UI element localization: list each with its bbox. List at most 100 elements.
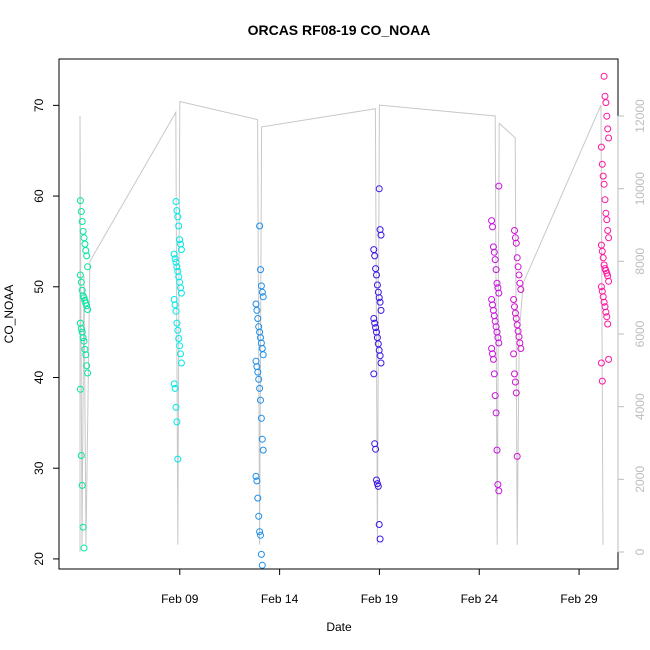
data-point [602, 308, 610, 316]
data-point [495, 289, 503, 297]
data-points [76, 72, 613, 569]
data-point [377, 359, 385, 367]
data-point [375, 185, 383, 193]
data-point [603, 313, 611, 321]
data-point [78, 481, 86, 489]
data-point [259, 446, 267, 454]
data-point [170, 380, 178, 388]
data-point [597, 143, 605, 151]
data-point [375, 294, 383, 302]
data-point [603, 216, 611, 224]
data-point [604, 227, 612, 234]
data-point [255, 375, 263, 383]
data-point [371, 252, 379, 260]
data-point [257, 282, 265, 290]
data-point [174, 326, 182, 334]
data-point [513, 254, 521, 262]
series-RF13 [510, 227, 525, 460]
data-point [513, 452, 521, 460]
series-RF10 [252, 222, 267, 569]
data-point [495, 487, 503, 495]
data-point [599, 172, 607, 180]
data-point [493, 279, 501, 287]
data-point [601, 196, 609, 204]
data-point [77, 278, 85, 286]
y-tick-label: 20 [32, 552, 46, 566]
data-point [597, 283, 605, 291]
data-point [172, 307, 180, 315]
data-point [490, 370, 498, 378]
data-point [372, 265, 380, 273]
data-point [174, 213, 182, 221]
data-point [516, 339, 524, 347]
data-point [371, 319, 379, 327]
data-point [517, 286, 525, 293]
y-axis-label: CO_NOAA [2, 285, 16, 344]
data-point [79, 227, 87, 235]
data-point [254, 368, 262, 376]
data-point [517, 345, 525, 352]
chart-title: ORCAS RF08-19 CO_NOAA [248, 22, 431, 38]
data-point [176, 236, 184, 244]
data-point [177, 359, 185, 367]
data-point [172, 403, 180, 411]
data-point [510, 296, 518, 303]
data-point [78, 218, 86, 225]
data-point [173, 418, 181, 426]
y2-axis: 0 2000 4000 6000 8000 10000 12000 [617, 99, 647, 555]
data-point [375, 521, 383, 528]
data-point [76, 385, 84, 393]
data-point [173, 263, 181, 271]
data-point [376, 535, 384, 543]
data-point [177, 289, 185, 297]
data-point [604, 320, 612, 328]
data-point [603, 112, 611, 120]
data-point [377, 231, 385, 239]
data-point [494, 481, 502, 488]
data-point [171, 255, 179, 263]
data-point [258, 561, 266, 569]
y2-tick-label: 6000 [633, 320, 647, 347]
series-RF11 [370, 185, 385, 543]
data-point [253, 477, 261, 485]
data-point [177, 350, 184, 358]
data-point [511, 370, 518, 378]
data-point [373, 281, 381, 289]
y-tick-label: 40 [32, 371, 46, 385]
x-axis: Feb 09 Feb 14 Feb 19 Feb 24 Feb 29 [161, 568, 598, 606]
data-point [604, 125, 612, 133]
data-point [252, 472, 260, 480]
data-point [605, 355, 613, 363]
x-tick-label: Feb 19 [361, 592, 399, 606]
data-point [489, 355, 497, 363]
data-point [175, 335, 183, 342]
x-axis-label: Date [326, 620, 352, 634]
y2-tick-label: 12000 [633, 99, 647, 133]
series-RF08 [76, 197, 92, 552]
data-point [254, 494, 262, 502]
data-point [516, 279, 524, 287]
data-point [376, 226, 384, 234]
data-point [253, 306, 261, 314]
data-point [602, 209, 610, 217]
series-RF14 [597, 72, 613, 385]
data-point [259, 293, 267, 301]
data-point [177, 246, 185, 254]
data-point [370, 315, 378, 322]
data-point [512, 239, 520, 247]
data-point [171, 301, 179, 309]
series-RF09 [170, 198, 185, 463]
data-point [492, 409, 500, 417]
data-point [373, 334, 381, 342]
data-point [373, 271, 380, 279]
data-point [81, 240, 89, 248]
y2-tick-label: 2000 [633, 466, 647, 493]
data-point [493, 446, 501, 454]
data-point [256, 384, 264, 392]
data-point [491, 392, 499, 400]
data-point [376, 298, 384, 306]
y-axis: 20 30 40 50 60 70 [32, 98, 60, 566]
x-tick-label: Feb 29 [560, 592, 598, 606]
data-point [598, 377, 606, 385]
